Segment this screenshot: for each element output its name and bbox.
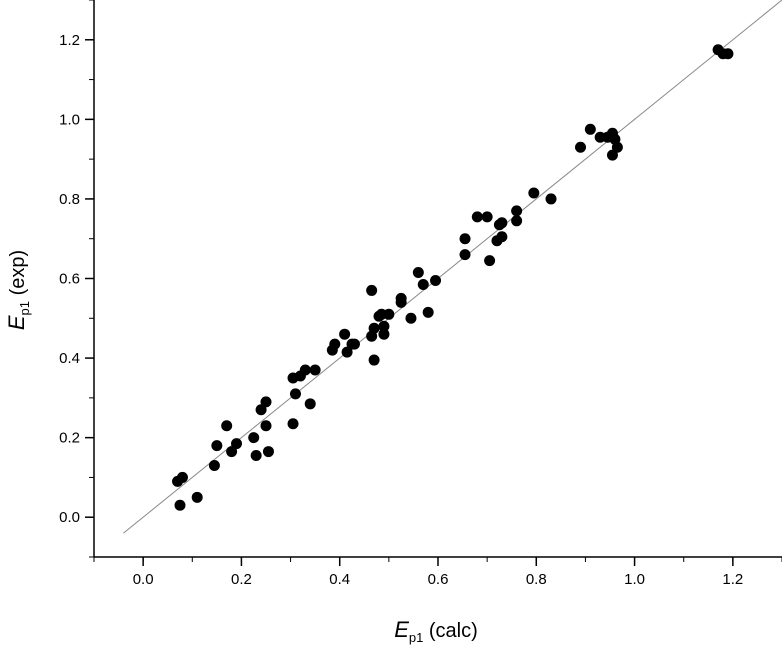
y-tick-label: 0.0 [59,509,80,526]
y-tick-label: 0.8 [59,191,80,208]
data-point-51 [496,217,508,229]
data-point-34 [378,320,390,332]
data-point-3 [191,491,203,503]
data-point-67 [722,48,734,60]
data-point-46 [471,211,483,223]
data-point-17 [289,388,301,400]
data-point-41 [417,278,429,290]
data-point-19 [299,364,311,376]
x-axis-title-symbol: E [394,617,409,642]
data-point-44 [459,233,471,245]
data-point-13 [260,420,272,432]
data-point-48 [484,255,496,267]
x-axis-title-subscript: p1 [409,630,423,645]
y-tick-label: 1.0 [59,111,80,128]
x-tick-label: 0.2 [231,571,252,588]
y-tick-label: 0.4 [59,350,80,367]
data-point-54 [511,215,523,227]
x-tick-label: 1.0 [624,571,645,588]
x-tick-label: 0.6 [428,571,449,588]
y-axis-title-subscript: p1 [17,301,32,315]
y-axis-title-symbol: E [4,315,29,330]
data-point-1 [176,471,188,483]
data-point-9 [248,432,260,444]
x-tick-label: 1.2 [722,571,743,588]
data-point-2 [174,499,186,511]
data-point-31 [368,354,380,366]
axes: 0.0 0.2 0.4 0.6 0.8 1.0 1.2 0.0 0.2 0.4 0.6 0.8 1.0 1… [59,0,782,588]
x-tick-label: 0.0 [133,571,154,588]
data-point-30 [368,322,380,334]
data-point-53 [511,205,523,217]
data-point-21 [309,364,321,376]
y-tick-label: 0.6 [59,271,80,288]
data-point-5 [211,440,223,452]
x-tick-label: 0.8 [526,571,547,588]
y-tick-label: 0.2 [59,430,80,447]
fit-line [123,0,782,534]
y-axis-title-suffix: (exp) [7,250,29,301]
data-point-7 [226,446,238,458]
data-point-56 [545,193,557,205]
data-point-4 [208,459,220,471]
y-axis-title: Ep1 (exp) [4,250,32,330]
data-point-57 [575,141,587,153]
data-point-43 [430,274,442,286]
data-point-52 [496,231,508,243]
data-point-45 [459,249,471,261]
data-point-28 [366,284,378,296]
x-tick-label: 0.4 [329,571,350,588]
data-point-25 [341,346,353,358]
plot-area [123,0,782,534]
data-point-55 [528,187,540,199]
data-point-62 [606,149,618,161]
x-axis-title-suffix: (calc) [423,620,477,642]
data-point-40 [412,267,424,279]
data-point-23 [329,338,341,350]
data-point-58 [584,123,596,135]
y-tick-label: 1.2 [59,32,80,49]
data-point-35 [378,328,390,340]
data-point-24 [339,328,351,340]
x-axis-title: Ep1 (calc) [394,617,478,645]
data-point-38 [395,296,407,308]
data-point-11 [255,404,267,416]
data-point-15 [287,418,299,430]
data-point-12 [260,396,272,408]
data-point-47 [481,211,493,223]
data-point-39 [405,312,417,324]
data-point-36 [383,308,395,320]
data-point-20 [304,398,316,410]
data-point-6 [221,420,233,432]
data-point-14 [262,446,274,458]
data-point-27 [348,338,360,350]
data-point-64 [611,141,623,153]
data-point-42 [422,306,434,318]
data-point-8 [231,438,243,450]
data-point-10 [250,450,262,462]
